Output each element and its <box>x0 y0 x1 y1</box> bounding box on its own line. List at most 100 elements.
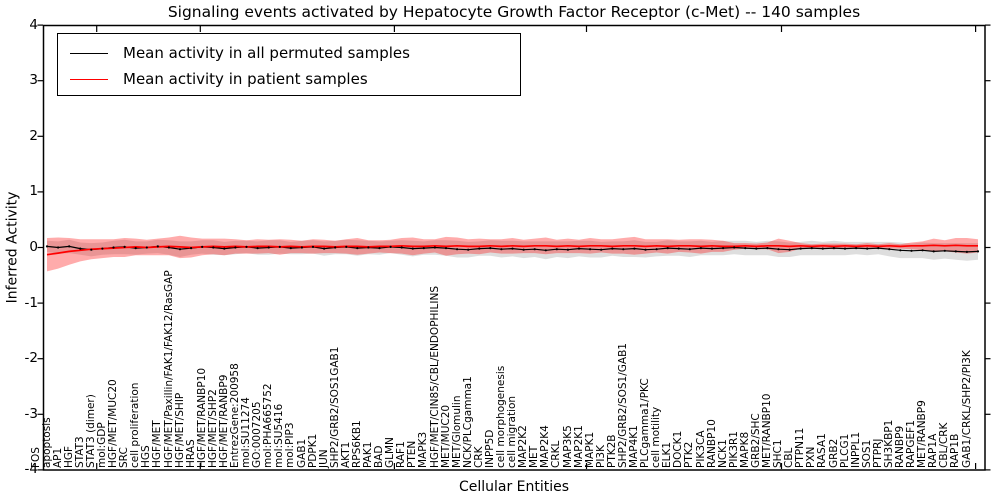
permuted-point-marker <box>79 247 82 250</box>
y-tick-label: 1 <box>29 183 38 200</box>
permuted-point-marker <box>832 247 836 250</box>
permuted-point-marker <box>201 245 204 248</box>
permuted-point-marker <box>932 250 935 253</box>
permuted-point-marker <box>611 247 614 250</box>
permuted-point-marker <box>866 247 869 250</box>
permuted-line-sample-icon <box>70 52 108 54</box>
x-tick-label: mol:PIP3 <box>284 422 297 468</box>
permuted-point-marker <box>544 249 547 252</box>
x-tick-label: PIK3CA <box>694 430 707 468</box>
x-tick-label: JUN <box>317 449 330 468</box>
x-tick-label: AP1 <box>51 447 64 468</box>
permuted-point-marker <box>577 247 581 250</box>
permuted-point-marker <box>821 247 824 250</box>
legend-label-permuted: Mean activity in all permuted samples <box>123 44 410 62</box>
permuted-point-marker <box>644 248 647 251</box>
x-tick-label: HGF/MET <box>151 420 164 468</box>
x-tick-label: PLCG1 <box>838 433 851 468</box>
permuted-point-marker <box>522 248 525 251</box>
x-tick-label: RANBP10 <box>705 419 718 468</box>
permuted-point-marker <box>411 247 414 250</box>
permuted-point-marker <box>600 248 603 251</box>
permuted-point-marker <box>190 247 193 250</box>
permuted-point-marker <box>899 249 902 252</box>
permuted-point-marker <box>467 248 470 251</box>
permuted-point-marker <box>766 247 769 250</box>
x-tick-label: HRAS <box>184 439 197 468</box>
x-tick-label: MAP3K5 <box>561 425 574 468</box>
permuted-point-marker <box>245 245 248 248</box>
permuted-point-marker <box>699 247 703 250</box>
permuted-point-marker <box>433 246 436 249</box>
x-tick-label: RASA1 <box>816 433 829 468</box>
permuted-point-marker <box>112 246 115 249</box>
permuted-point-marker <box>855 247 858 250</box>
x-tick-label: HGF/MET/Paxillin/FAK1/FAK12/RasGAP <box>162 270 175 468</box>
x-tick-label: PTK2 <box>683 441 696 468</box>
permuted-point-marker <box>57 246 60 249</box>
permuted-point-marker <box>123 245 126 248</box>
x-tick-label: INPPL1 <box>849 431 862 468</box>
permuted-point-marker <box>755 247 758 250</box>
permuted-point-marker <box>156 245 159 248</box>
permuted-point-marker <box>256 247 259 250</box>
permuted-point-marker <box>511 247 514 250</box>
permuted-point-marker <box>278 245 281 248</box>
permuted-point-marker <box>965 250 969 253</box>
x-tick-label: GAB1 <box>295 438 308 468</box>
x-tick-label: FOS <box>29 447 42 468</box>
y-tick-label: -3 <box>24 405 38 422</box>
y-tick-label: 2 <box>29 127 38 144</box>
permuted-point-marker <box>90 248 93 251</box>
chart-title: Signaling events activated by Hepatocyte… <box>167 3 861 21</box>
y-tick-label: -4 <box>24 461 38 478</box>
y-tick-label: 3 <box>29 72 38 89</box>
permuted-point-marker <box>212 246 215 249</box>
permuted-point-marker <box>733 246 736 249</box>
x-tick-label: MET/MUC20 <box>439 404 452 468</box>
permuted-point-marker <box>533 248 536 251</box>
permuted-point-marker <box>622 248 625 251</box>
permuted-point-marker <box>666 247 669 250</box>
permuted-point-marker <box>843 247 847 250</box>
permuted-point-marker <box>311 245 315 248</box>
permuted-point-marker <box>655 248 658 251</box>
permuted-point-marker <box>345 245 348 248</box>
x-tick-label: NCK1 <box>716 439 729 468</box>
legend-label-patient: Mean activity in patient samples <box>123 70 368 88</box>
x-tick-label: MAPK1 <box>583 431 596 468</box>
permuted-point-marker <box>810 247 813 250</box>
permuted-point-marker <box>367 246 370 249</box>
permuted-point-marker <box>688 248 691 251</box>
y-tick-label: -2 <box>24 350 38 367</box>
permuted-point-marker <box>888 248 891 251</box>
patient-band <box>47 235 978 272</box>
permuted-point-marker <box>323 247 326 250</box>
permuted-point-marker <box>500 248 503 251</box>
x-tick-label: MAP2K1 <box>572 425 585 468</box>
permuted-point-marker <box>334 246 337 249</box>
permuted-point-marker <box>976 250 980 253</box>
legend-row-permuted: Mean activity in all permuted samples <box>70 40 520 66</box>
permuted-point-marker <box>145 246 148 249</box>
permuted-point-marker <box>356 247 359 250</box>
permuted-point-marker <box>954 250 957 253</box>
permuted-point-marker <box>677 247 680 250</box>
legend: Mean activity in all permuted samples Me… <box>57 33 521 96</box>
permuted-point-marker <box>456 248 459 251</box>
x-tick-label: HGF/MET/CIN85/CBL/ENDOPHILINS <box>428 286 441 468</box>
permuted-point-marker <box>267 246 270 249</box>
permuted-point-marker <box>921 249 924 252</box>
permuted-point-marker <box>444 247 448 250</box>
legend-row-patient: Mean activity in patient samples <box>70 66 520 92</box>
permuted-point-marker <box>101 247 104 250</box>
x-tick-label: apoptosis <box>40 417 53 468</box>
permuted-point-marker <box>589 248 592 251</box>
x-tick-label: MET/Glomulin <box>450 395 463 469</box>
permuted-point-marker <box>489 247 492 250</box>
permuted-point-marker <box>799 247 802 250</box>
x-tick-label: RAP1B <box>949 433 962 468</box>
permuted-point-marker <box>788 248 791 251</box>
